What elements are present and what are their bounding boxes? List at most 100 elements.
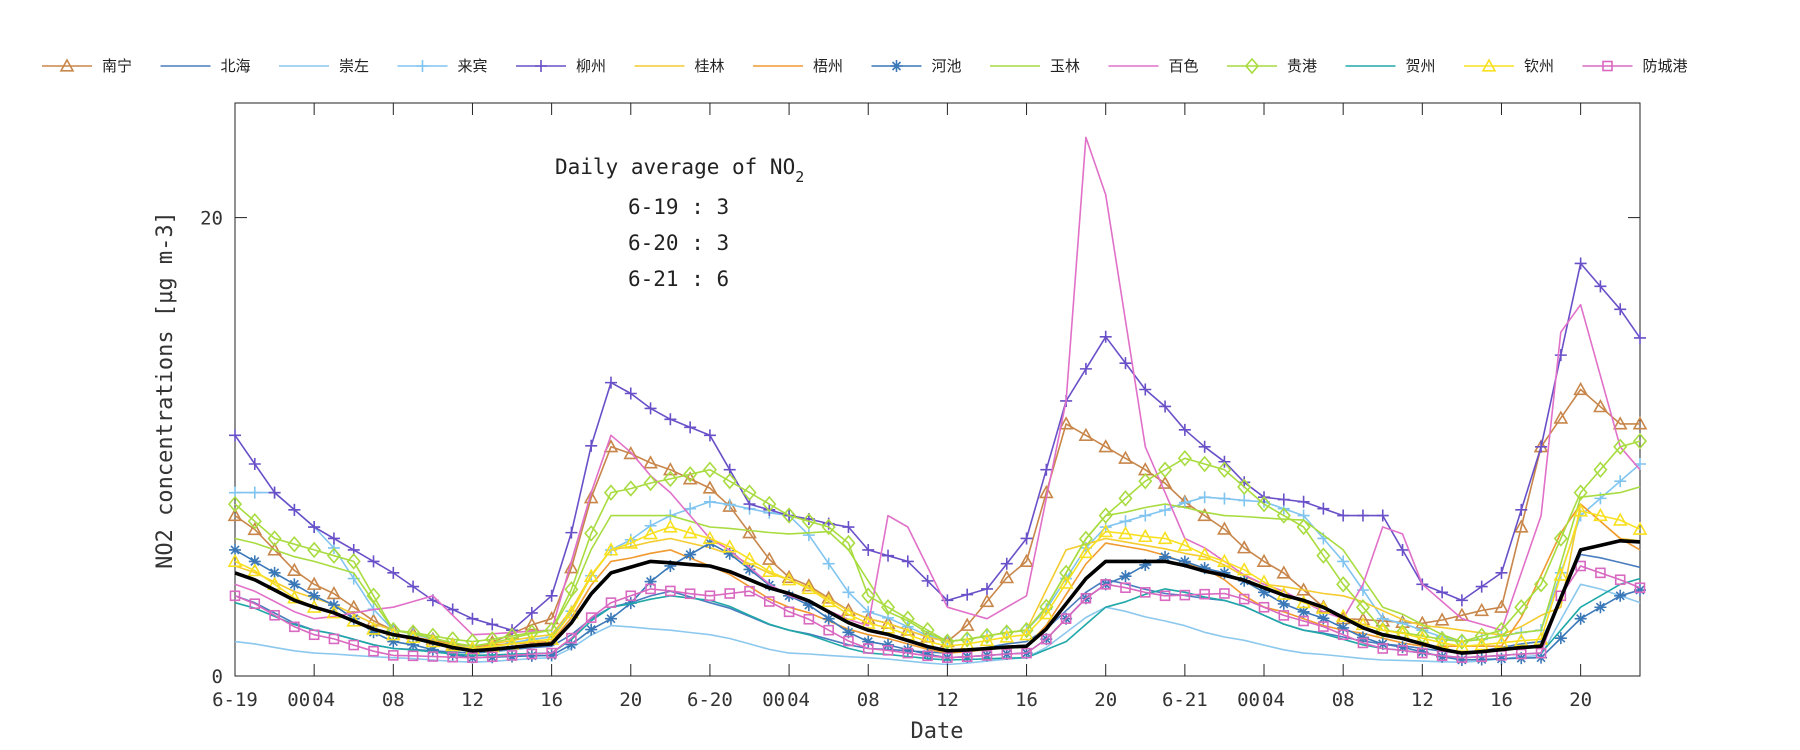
data-point [605,597,617,608]
data-point [702,480,718,494]
series-梧州 [234,503,1641,654]
data-point [1118,450,1133,464]
data-point [900,610,915,627]
data-point [564,581,579,598]
x-axis-label: Date [911,719,964,744]
data-point [625,590,637,602]
data-point [1276,507,1291,524]
data-point [1316,547,1331,564]
annotation-line-3: 6-21 : 6 [628,267,729,291]
data-point [862,635,875,648]
data-point [565,526,578,539]
data-point [1454,633,1469,650]
data-point [1078,544,1094,559]
data-point [724,588,736,599]
data-point [1236,562,1252,576]
data-point [1060,613,1072,625]
data-point [1078,427,1094,441]
data-point [684,548,697,561]
legend-item-崇左: 崇左 [279,57,369,75]
data-point [1198,491,1211,504]
data-point [486,618,499,631]
data-point [1514,599,1529,616]
plot-frame [234,102,1641,677]
data-point [961,588,974,601]
data-point [860,615,876,629]
data-point [367,555,380,568]
data-point [821,593,837,608]
data-point [1614,574,1626,586]
data-point [1573,484,1588,501]
data-point [662,519,678,533]
data-point [1602,60,1613,72]
data-point [1515,648,1527,660]
data-point [1256,553,1272,567]
data-point [761,563,777,577]
data-point [742,525,757,539]
annotation-title: Daily average of NO2 [555,155,804,186]
data-point [1020,532,1033,545]
data-point [861,587,876,605]
data-point [663,470,678,488]
x-tick-label: 04 [787,689,810,711]
x-tick-label: 00 [1237,689,1260,711]
x-tick-label: 6-20 [687,689,733,711]
data-point [1159,590,1171,602]
data-point [248,555,261,568]
data-point [1356,631,1369,644]
data-point [603,484,619,501]
legend-label: 桂林 [695,57,725,75]
series-防城港 [229,560,1646,663]
data-point [535,60,547,72]
data-point [960,631,975,648]
data-point [1040,463,1053,476]
data-point [387,566,400,579]
data-point [1019,627,1034,641]
data-point [1593,399,1608,413]
data-point [1377,643,1389,654]
data-point [763,596,775,607]
data-point [1119,570,1132,583]
data-point [783,606,795,618]
data-point [723,547,736,560]
data-point [1475,580,1488,593]
data-point [1495,652,1508,665]
data-point [1278,610,1290,621]
data-point [447,651,458,663]
data-point [781,572,797,586]
data-point [1238,593,1250,605]
data-point [407,580,420,593]
data-point [1614,303,1627,316]
data-point [843,635,854,647]
data-point [979,632,995,647]
data-point [1455,653,1468,666]
data-point [1139,587,1151,598]
legend-item-南宁: 南宁 [42,57,132,75]
data-point [723,498,736,511]
data-point [525,649,538,662]
data-point [841,534,856,552]
data-point [1139,383,1152,396]
data-point [842,586,855,599]
data-point [1159,504,1172,517]
legend-label: 贵港 [1287,57,1317,75]
data-point [1613,438,1628,456]
data-point [821,518,836,536]
data-point [1595,567,1606,579]
data-point [1573,381,1588,396]
data-point [1217,461,1232,478]
x-tick-label: 12 [1411,689,1434,711]
x-tick-label: 20 [619,689,642,711]
data-point [367,626,380,639]
data-point [506,650,519,663]
data-point [1397,645,1408,656]
data-point [1120,582,1131,594]
legend-label: 来宾 [458,57,488,75]
series-南宁 [227,381,1648,655]
data-point [684,588,696,600]
data-point [1276,565,1292,579]
data-point [1356,509,1369,522]
legend-item-贺州: 贺州 [1345,57,1436,75]
data-point [1159,400,1172,413]
